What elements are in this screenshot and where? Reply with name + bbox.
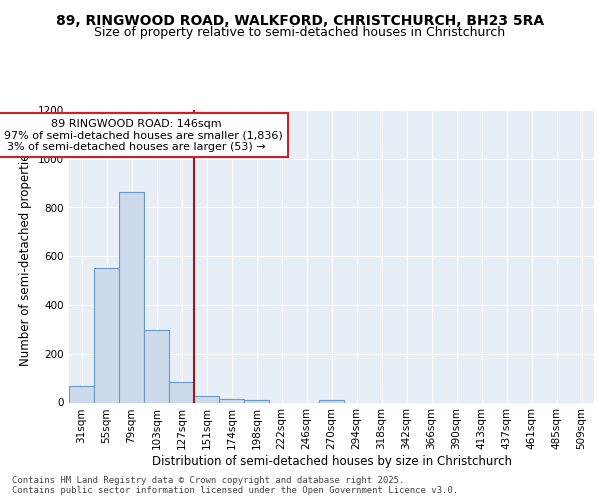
- Bar: [169, 382, 194, 402]
- Bar: [144, 330, 169, 402]
- Text: Size of property relative to semi-detached houses in Christchurch: Size of property relative to semi-detach…: [94, 26, 506, 39]
- Y-axis label: Number of semi-detached properties: Number of semi-detached properties: [19, 147, 32, 366]
- Bar: [94, 268, 119, 402]
- Text: 89, RINGWOOD ROAD, WALKFORD, CHRISTCHURCH, BH23 5RA: 89, RINGWOOD ROAD, WALKFORD, CHRISTCHURC…: [56, 14, 544, 28]
- Text: Contains HM Land Registry data © Crown copyright and database right 2025.
Contai: Contains HM Land Registry data © Crown c…: [12, 476, 458, 495]
- Bar: [244, 400, 269, 402]
- Bar: [194, 396, 219, 402]
- Bar: [219, 400, 244, 402]
- Text: 89 RINGWOOD ROAD: 146sqm
← 97% of semi-detached houses are smaller (1,836)
3% of: 89 RINGWOOD ROAD: 146sqm ← 97% of semi-d…: [0, 118, 283, 152]
- Bar: [69, 386, 94, 402]
- Bar: [119, 192, 144, 402]
- Bar: [319, 400, 344, 402]
- X-axis label: Distribution of semi-detached houses by size in Christchurch: Distribution of semi-detached houses by …: [151, 455, 511, 468]
